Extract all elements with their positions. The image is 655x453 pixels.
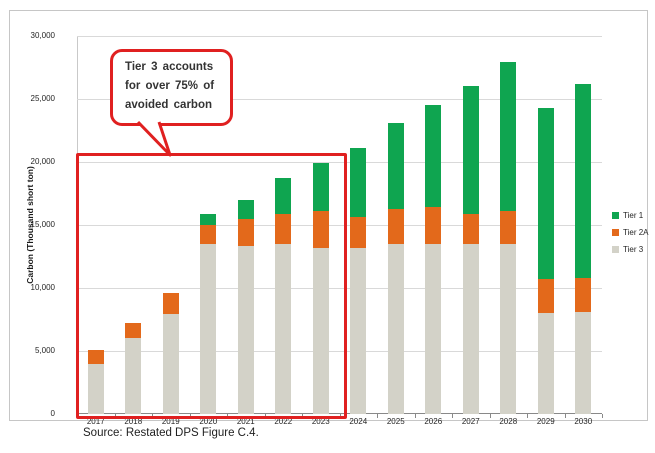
legend-swatch-icon bbox=[612, 246, 619, 253]
bar-segment-tier3-2028 bbox=[500, 243, 517, 414]
bar-segment-tier3-2018 bbox=[125, 338, 142, 414]
x-tick-label-2026: 2026 bbox=[424, 417, 443, 426]
callout-text-line: avoided carbon bbox=[125, 99, 212, 111]
legend-item-tier3: Tier 3 bbox=[612, 241, 649, 258]
bar-segment-tier3-2022 bbox=[275, 243, 292, 414]
gridline-30000 bbox=[77, 36, 602, 37]
bar-segment-tier2a-2018 bbox=[125, 323, 142, 339]
bar-segment-tier3-2026 bbox=[425, 243, 442, 414]
plot-area bbox=[77, 36, 603, 418]
x-axis-tick bbox=[489, 414, 491, 418]
bar-segment-tier2a-2030 bbox=[575, 277, 592, 312]
bar-segment-tier3-2023 bbox=[312, 247, 329, 414]
bar-segment-tier2a-2029 bbox=[537, 279, 554, 314]
bar-segment-tier2a-2021 bbox=[237, 218, 254, 247]
legend-label: Tier 2A bbox=[623, 228, 649, 237]
bar-segment-tier2a-2019 bbox=[162, 293, 179, 315]
y-tick-label-20,000: 20,000 bbox=[30, 157, 55, 166]
bar-segment-tier3-2027 bbox=[462, 243, 479, 414]
callout-text-line: Tier 3 accounts bbox=[125, 61, 214, 73]
legend-item-tier1: Tier 1 bbox=[612, 207, 649, 224]
y-tick-label-10,000: 10,000 bbox=[30, 283, 55, 292]
x-axis-tick bbox=[452, 414, 453, 418]
bar-segment-tier1-2029 bbox=[537, 107, 554, 280]
bar-segment-tier3-2021 bbox=[237, 246, 254, 414]
x-tick-label-2023: 2023 bbox=[311, 417, 330, 426]
legend-swatch-icon bbox=[612, 229, 619, 236]
x-axis-tick bbox=[527, 414, 528, 418]
bar-segment-tier3-2024 bbox=[350, 247, 367, 414]
bar-segment-tier2a-2022 bbox=[275, 213, 292, 244]
x-tick-label-2027: 2027 bbox=[461, 417, 480, 426]
bar-segment-tier1-2028 bbox=[500, 62, 517, 212]
legend-label: Tier 1 bbox=[623, 211, 644, 220]
x-tick-label-2020: 2020 bbox=[199, 417, 218, 426]
y-tick-label-5,000: 5,000 bbox=[34, 346, 55, 355]
bar-segment-tier1-2026 bbox=[425, 105, 442, 208]
bar-segment-tier1-2024 bbox=[350, 148, 367, 218]
bar-segment-tier3-2029 bbox=[537, 313, 554, 414]
bar-segment-tier1-2027 bbox=[462, 86, 479, 214]
x-tick-label-2018: 2018 bbox=[124, 417, 143, 426]
bar-segment-tier1-2030 bbox=[575, 83, 592, 278]
y-tick-label-30,000: 30,000 bbox=[30, 31, 55, 40]
x-tick-label-2030: 2030 bbox=[574, 417, 593, 426]
bar-segment-tier1-2025 bbox=[387, 122, 404, 209]
legend-swatch-icon bbox=[612, 212, 619, 219]
legend-item-tier2a: Tier 2A bbox=[612, 224, 649, 241]
gridline-25000 bbox=[77, 99, 602, 100]
bar-segment-tier2a-2023 bbox=[312, 211, 329, 248]
bar-segment-tier3-2020 bbox=[200, 243, 217, 414]
x-tick-label-2022: 2022 bbox=[274, 417, 293, 426]
x-axis-tick bbox=[564, 414, 566, 418]
x-tick-label-2024: 2024 bbox=[349, 417, 368, 426]
x-axis-tick bbox=[377, 414, 378, 418]
y-tick-label-25,000: 25,000 bbox=[30, 94, 55, 103]
bar-segment-tier2a-2026 bbox=[425, 207, 442, 244]
legend-label: Tier 3 bbox=[623, 245, 644, 254]
x-axis-line bbox=[77, 413, 602, 414]
bar-segment-tier3-2017 bbox=[87, 363, 104, 414]
bar-segment-tier1-2021 bbox=[237, 199, 254, 219]
x-tick-label-2017: 2017 bbox=[86, 417, 105, 426]
bar-segment-tier2a-2025 bbox=[387, 208, 404, 244]
x-tick-label-2019: 2019 bbox=[161, 417, 180, 426]
bar-segment-tier3-2025 bbox=[387, 243, 404, 414]
x-tick-label-2029: 2029 bbox=[536, 417, 555, 426]
bar-segment-tier1-2022 bbox=[275, 178, 292, 214]
x-axis-tick bbox=[602, 414, 603, 418]
bar-segment-tier2a-2020 bbox=[200, 225, 217, 244]
bar-segment-tier2a-2017 bbox=[87, 349, 104, 364]
y-tick-label-15,000: 15,000 bbox=[30, 220, 55, 229]
gridline-5000 bbox=[77, 351, 602, 352]
gridline-15000 bbox=[77, 225, 602, 226]
y-tick-label-0: 0 bbox=[50, 409, 55, 418]
x-axis-tick bbox=[414, 414, 416, 418]
x-tick-label-2028: 2028 bbox=[499, 417, 518, 426]
bar-segment-tier1-2023 bbox=[312, 163, 329, 212]
x-tick-label-2021: 2021 bbox=[236, 417, 255, 426]
x-tick-label-2025: 2025 bbox=[386, 417, 405, 426]
legend: Tier 1 Tier 2A Tier 3 bbox=[612, 207, 649, 258]
gridline-20000 bbox=[77, 162, 602, 163]
bar-segment-tier3-2019 bbox=[162, 314, 179, 414]
chart-border-box: Carbon (Thousand short ton) 0 5,000 10,000… bbox=[9, 10, 649, 426]
gridline-10000 bbox=[77, 288, 602, 289]
callout-bubble: Tier 3 accounts for over 75% of avoided … bbox=[110, 49, 233, 126]
bar-segment-tier2a-2024 bbox=[350, 217, 367, 248]
bar-segment-tier2a-2028 bbox=[500, 211, 517, 244]
source-note: Source: Restated DPS Figure C.4. bbox=[83, 427, 259, 439]
bar-segment-tier3-2030 bbox=[575, 311, 592, 414]
callout-text-line: for over 75% of bbox=[125, 80, 215, 92]
bar-segment-tier1-2020 bbox=[200, 213, 217, 225]
bar-segment-tier2a-2027 bbox=[462, 213, 479, 244]
